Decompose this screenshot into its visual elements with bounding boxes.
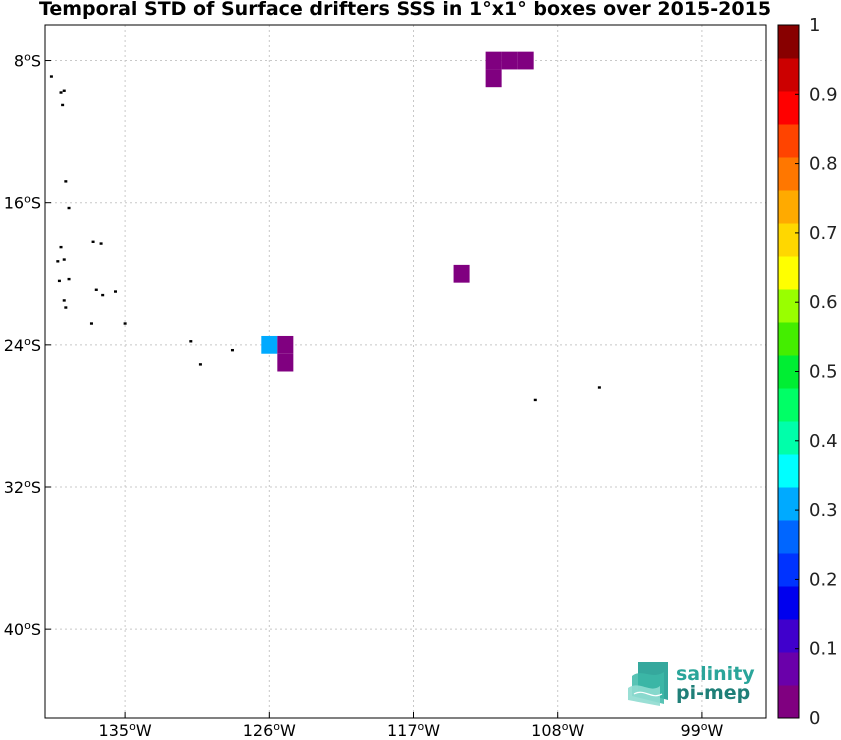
plot-frame xyxy=(44,24,767,719)
island-15 xyxy=(113,290,117,293)
data-cell-7 xyxy=(277,353,294,372)
colorbar-tick-label-9: 0.9 xyxy=(809,84,838,105)
y-tick-label-2: 24oS xyxy=(4,335,41,355)
island-17 xyxy=(64,306,68,309)
x-tick-label-1: 126oW xyxy=(243,720,296,740)
plot-background xyxy=(45,25,766,718)
colorbar-tick-label-7: 0.7 xyxy=(809,223,838,244)
island-22 xyxy=(230,348,234,352)
colorbar-segment-11 xyxy=(778,322,799,356)
colorbar-segment-15 xyxy=(778,190,799,224)
colorbar-segment-4 xyxy=(778,553,799,587)
gridlines xyxy=(45,25,766,718)
colorbar-segment-18 xyxy=(778,91,799,125)
colorbar-segment-6 xyxy=(778,487,799,521)
colorbar-segment-17 xyxy=(778,124,799,158)
logo-text-salinity: salinity xyxy=(676,663,755,685)
island-4 xyxy=(64,180,68,183)
y-tick-label-4: 40oS xyxy=(4,619,41,639)
colorbar-segment-2 xyxy=(778,619,799,653)
colorbar-tick-label-0: 0 xyxy=(809,708,820,729)
x-tick-label-0: 135oW xyxy=(99,720,152,740)
colorbar-tick-label-10: 1 xyxy=(809,15,820,36)
colorbar-segment-14 xyxy=(778,223,799,257)
y-tick-label-1: 16oS xyxy=(4,193,41,213)
x-tick-label-4: 99oW xyxy=(680,720,723,740)
island-0 xyxy=(49,75,53,78)
data-cell-4 xyxy=(453,264,470,283)
y-tick-label-3: 32oS xyxy=(4,477,41,497)
island-11 xyxy=(67,277,71,281)
colorbar-ticks: 0 0.1 0.2 0.3 0.4 0.5 0.6 0.7 0.8 0.9 1 xyxy=(795,15,838,729)
island-1 xyxy=(62,89,66,92)
colorbar-segment-19 xyxy=(778,58,799,92)
data-cell-5 xyxy=(261,335,278,354)
colorbar-segment-1 xyxy=(778,652,799,686)
land-islands xyxy=(49,75,601,402)
island-18 xyxy=(89,322,93,325)
colorbar-segment-20 xyxy=(778,25,799,59)
data-cells xyxy=(261,51,534,372)
island-19 xyxy=(123,322,127,325)
island-10 xyxy=(56,260,60,263)
colorbar-tick-label-8: 0.8 xyxy=(809,154,838,175)
island-3 xyxy=(61,103,65,107)
island-14 xyxy=(101,293,105,297)
logo-text-pimep: pi-mep xyxy=(676,682,750,704)
island-20 xyxy=(189,340,193,343)
colorbar-segment-3 xyxy=(778,586,799,620)
island-12 xyxy=(57,279,61,283)
colorbar-segment-13 xyxy=(778,256,799,290)
colorbar-segment-16 xyxy=(778,157,799,191)
data-cell-6 xyxy=(277,335,294,354)
colorbar-segment-12 xyxy=(778,289,799,323)
salinity-pimep-logo: salinity pi-mep xyxy=(628,662,755,706)
island-23 xyxy=(533,398,537,402)
island-13 xyxy=(94,288,98,291)
y-tick-label-0: 8oS xyxy=(14,51,41,71)
colorbar-tick-label-2: 0.2 xyxy=(809,569,838,590)
island-6 xyxy=(91,240,95,243)
island-21 xyxy=(198,363,202,366)
colorbar-segment-8 xyxy=(778,421,799,455)
island-9 xyxy=(62,258,66,261)
colorbar-tick-label-6: 0.6 xyxy=(809,292,838,313)
island-5 xyxy=(67,206,71,210)
data-cell-1 xyxy=(501,51,518,70)
x-tick-label-2: 117oW xyxy=(387,720,440,740)
colorbar-segment-7 xyxy=(778,454,799,488)
y-axis-ticks: 8oS 16oS 24oS 32oS 40oS xyxy=(4,51,51,639)
island-16 xyxy=(62,299,66,302)
chart-title: Temporal STD of Surface drifters SSS in … xyxy=(39,0,771,20)
data-cell-2 xyxy=(517,51,534,70)
data-cell-3 xyxy=(485,69,502,88)
colorbar-tick-label-4: 0.4 xyxy=(809,431,838,452)
colorbar-tick-label-1: 0.1 xyxy=(809,639,838,660)
colorbar-tick-label-3: 0.3 xyxy=(809,500,838,521)
colorbar-segment-5 xyxy=(778,520,799,554)
wave-logo-icon xyxy=(628,662,668,706)
data-cell-0 xyxy=(485,51,502,70)
x-axis-ticks: 135oW 126oW 117oW 108oW 99oW xyxy=(99,712,724,740)
colorbar xyxy=(777,24,800,719)
colorbar-tick-label-5: 0.5 xyxy=(809,362,838,383)
island-2 xyxy=(59,91,63,94)
island-7 xyxy=(99,242,103,245)
colorbar-segment-0 xyxy=(778,685,799,719)
island-24 xyxy=(597,386,601,389)
colorbar-segment-9 xyxy=(778,388,799,422)
island-8 xyxy=(59,245,63,249)
x-tick-label-3: 108oW xyxy=(531,720,584,740)
colorbar-segment-10 xyxy=(778,355,799,389)
